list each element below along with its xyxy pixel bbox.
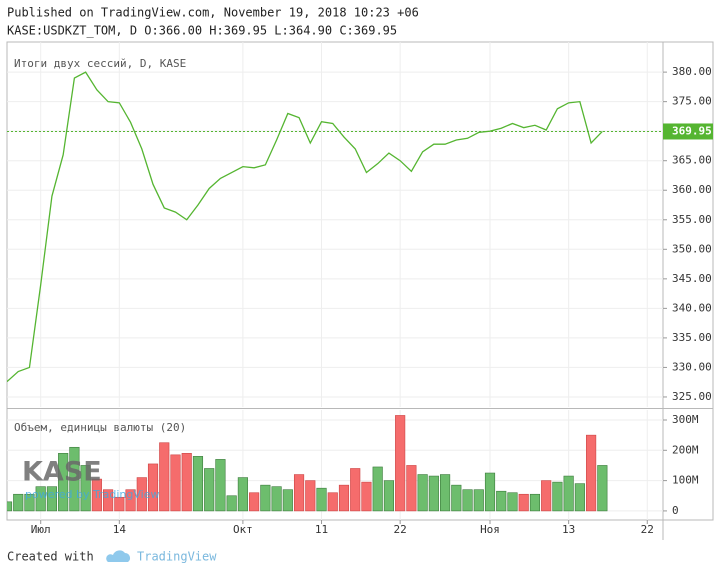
volume-bar [260, 484, 271, 512]
volume-bar [271, 486, 282, 512]
volume-bar [417, 474, 428, 512]
volume-bar [80, 465, 91, 512]
volume-bar [114, 496, 125, 512]
logo-name: KASE [22, 457, 102, 488]
price-pane-title: Итоги двух сессий, D, KASE [14, 57, 186, 70]
logo-tagline: powered by TradingView [25, 488, 159, 501]
volume-bar [13, 493, 24, 512]
volume-bar [507, 492, 518, 512]
y-tick-label: 375.00 [672, 95, 712, 108]
volume-bar [170, 454, 181, 512]
volume-bar [46, 486, 58, 512]
volume-bar [338, 484, 350, 512]
volume-bar [7, 501, 13, 512]
volume-bar [350, 468, 361, 512]
volume-bar [428, 475, 439, 512]
x-tick-label: 11 [315, 523, 328, 536]
y-tick-label: 360.00 [672, 183, 712, 196]
x-tick-label: Окт [233, 523, 253, 536]
volume-bar [541, 480, 552, 512]
volume-bar [237, 477, 248, 512]
volume-bar [125, 489, 136, 512]
last-price-box [663, 123, 713, 140]
volume-bar [249, 492, 260, 512]
symbol-line: KASE:USDKZT_TOM, D O:366.00 H:369.95 L:3… [7, 24, 397, 38]
y-tick-label: 335.00 [672, 331, 712, 344]
volume-bar [597, 465, 608, 512]
y-tick-label: 100M [672, 474, 699, 487]
volume-bar [406, 465, 417, 512]
volume-bar [204, 468, 215, 512]
volume-bar [282, 489, 293, 512]
y-tick-label: 340.00 [672, 301, 712, 314]
price-line [7, 71, 603, 383]
y-tick-label: 345.00 [672, 272, 712, 285]
x-tick-label: 22 [394, 523, 407, 536]
footer-brand[interactable]: TradingView [137, 550, 217, 564]
volume-bar [586, 434, 597, 512]
volume-bar [91, 478, 102, 512]
volume-bar [69, 446, 80, 512]
x-tick-label: 14 [113, 523, 127, 536]
brand-icon [106, 550, 131, 562]
volume-pane-title: Объем, единицы валюты (20) [14, 421, 186, 434]
volume-bar [226, 495, 237, 512]
volume-bar [316, 487, 327, 512]
y-tick-label: 325.00 [672, 390, 712, 403]
volume-bar [574, 483, 585, 512]
x-tick-label: Июл [31, 523, 51, 536]
volume-bar [181, 453, 192, 512]
volume-bar [440, 474, 451, 512]
volume-bar [451, 484, 462, 512]
volume-bar [147, 463, 159, 512]
volume-bar [462, 489, 473, 512]
y-tick-label: 200M [672, 443, 699, 456]
x-tick-label: Ноя [480, 523, 500, 536]
x-tick-label: 22 [641, 523, 654, 536]
y-tick-label: 355.00 [672, 213, 712, 226]
volume-bar [361, 481, 372, 512]
volume-bar [529, 493, 541, 512]
y-tick-label: 380.00 [672, 65, 712, 78]
volume-bar [215, 459, 226, 512]
y-tick-label: 0 [672, 504, 679, 517]
volume-bar [305, 480, 316, 512]
volume-bar [496, 490, 507, 512]
volume-bar [383, 480, 394, 512]
volume-bar [58, 453, 69, 512]
last-price-label: 369.95 [672, 124, 712, 137]
volume-bar [293, 474, 305, 512]
volume-bar [484, 472, 496, 512]
volume-bar [395, 415, 406, 512]
volume-bar [192, 456, 204, 512]
y-tick-label: 300M [672, 413, 699, 426]
frame [6, 41, 714, 521]
volume-bar [552, 481, 563, 512]
volume-bar [327, 492, 338, 512]
volume-bar [103, 489, 114, 512]
y-tick-label: 350.00 [672, 242, 712, 255]
volume-bar [372, 466, 383, 512]
y-tick-label: 365.00 [672, 154, 712, 167]
header-title: Published on TradingView.com, November 1… [7, 6, 419, 20]
volume-bar [136, 477, 147, 512]
volume-bar [518, 493, 529, 512]
y-tick-label: 330.00 [672, 360, 712, 373]
volume-bar [35, 486, 46, 512]
volume-bar [24, 493, 35, 512]
volume-bar [473, 489, 484, 512]
volume-bar [563, 475, 574, 512]
footer-text: Created with [7, 550, 94, 564]
volume-bar [159, 442, 170, 512]
x-tick-label: 13 [562, 523, 575, 536]
